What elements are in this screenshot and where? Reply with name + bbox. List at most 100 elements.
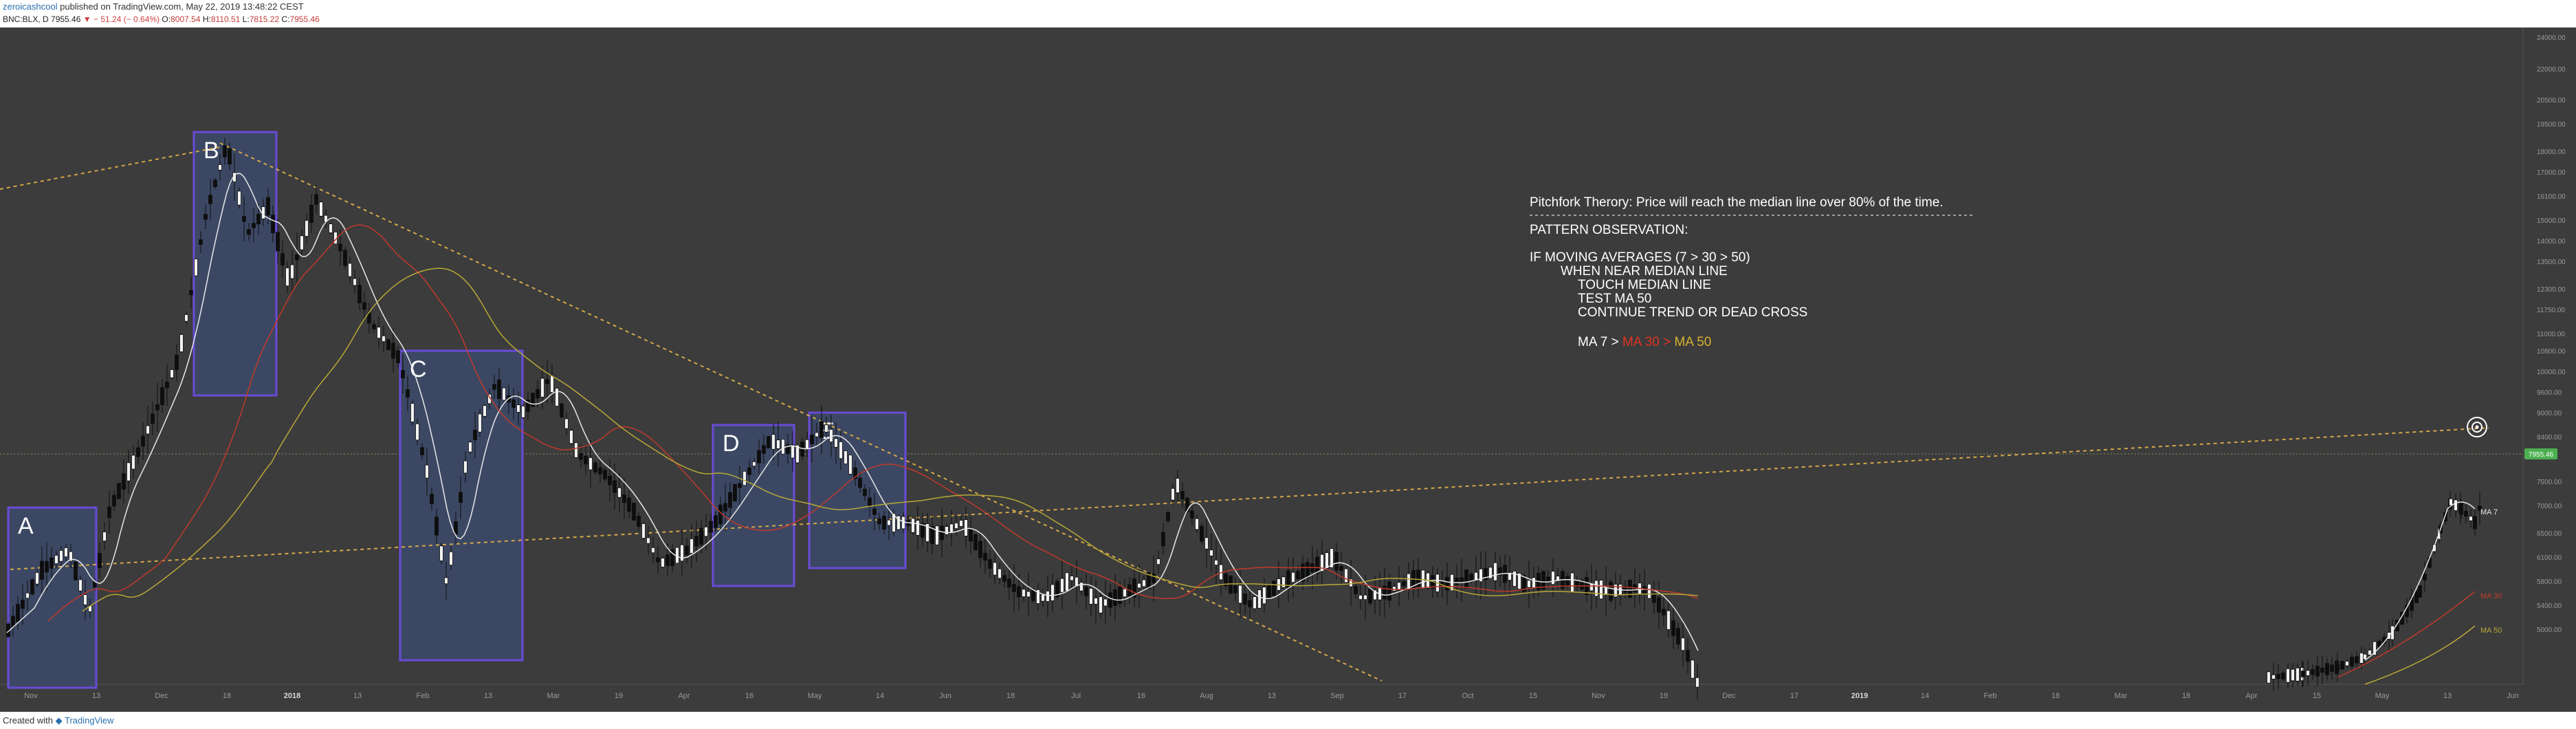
candle — [1296, 571, 1300, 579]
candle — [40, 561, 44, 580]
author-link[interactable]: zeroicashcool — [3, 1, 58, 12]
candle — [1195, 518, 1199, 530]
candle — [54, 555, 58, 564]
candle — [1180, 490, 1185, 500]
x-tick-label: May — [808, 692, 822, 700]
candle — [362, 302, 366, 310]
tradingview-link[interactable]: TradingView — [65, 715, 114, 726]
high-label: H: — [202, 14, 211, 24]
target-icon[interactable] — [2467, 417, 2487, 437]
candle — [892, 513, 896, 532]
y-tick-label: 10800.00 — [2537, 348, 2566, 356]
candle — [834, 438, 838, 448]
candle — [1570, 572, 1574, 592]
x-tick-label: 2018 — [284, 692, 300, 700]
candle — [2355, 656, 2359, 664]
candle — [165, 381, 169, 389]
candle — [131, 455, 135, 470]
pattern-label: B — [203, 138, 219, 164]
candle — [1589, 583, 1594, 591]
candle — [295, 254, 299, 261]
candle — [252, 223, 256, 228]
y-tick-label: 18000.00 — [2537, 149, 2566, 156]
candle — [1190, 510, 1194, 519]
pitchfork-median-line — [219, 142, 1383, 682]
candle — [670, 549, 674, 567]
candle — [1156, 558, 1160, 565]
pattern-box-b[interactable] — [192, 131, 278, 397]
candle — [1358, 594, 1363, 600]
y-tick-label: 13500.00 — [2537, 259, 2566, 266]
candle — [122, 473, 126, 490]
candle — [300, 235, 304, 250]
candle — [98, 553, 102, 568]
candle — [1628, 580, 1632, 598]
candle — [2464, 510, 2468, 517]
candle — [343, 250, 347, 266]
candle — [1147, 572, 1151, 589]
ma30-label: MA 30 — [2480, 592, 2502, 600]
candle — [598, 467, 602, 475]
y-tick-label: 9600.00 — [2537, 389, 2562, 397]
candle — [1469, 574, 1473, 582]
x-tick-label: 18 — [223, 692, 231, 700]
candle — [2281, 672, 2285, 679]
x-tick-label: Oct — [1462, 692, 1473, 700]
pattern-box-c[interactable] — [399, 349, 524, 662]
x-tick-label: 18 — [2051, 692, 2060, 700]
price-axis — [2523, 28, 2576, 712]
candle — [1267, 585, 1271, 599]
candle — [1349, 578, 1353, 587]
candle — [1229, 575, 1233, 594]
candle — [1089, 588, 1093, 605]
candle — [1609, 581, 1613, 601]
candle — [1402, 581, 1406, 587]
x-tick-label: 13 — [2443, 692, 2452, 700]
candle — [704, 526, 708, 537]
candle — [1132, 578, 1136, 598]
candle — [531, 393, 535, 407]
candle — [1142, 579, 1146, 587]
candle — [314, 194, 318, 205]
candle — [21, 600, 25, 609]
symbol-info: BNC:BLX, D 7955.46 ▼ − 51.24 (− 0.64%) O… — [3, 14, 320, 25]
candle — [1330, 548, 1334, 568]
candle — [1676, 628, 1680, 644]
candle — [848, 455, 852, 475]
candle — [237, 191, 241, 206]
change: − 51.24 (− 0.64%) — [93, 14, 160, 24]
ma7-label: MA 7 — [2480, 508, 2498, 516]
candle — [858, 477, 862, 488]
candle — [386, 339, 390, 350]
candle — [646, 537, 650, 544]
candle — [151, 413, 155, 424]
candle — [2373, 641, 2377, 655]
y-tick-label: 11000.00 — [2537, 331, 2565, 338]
y-tick-label: 6500.00 — [2537, 530, 2562, 538]
candle — [1022, 589, 1026, 598]
candle — [2459, 503, 2463, 515]
candle — [1320, 554, 1324, 572]
candle — [863, 488, 867, 497]
candle — [1262, 587, 1266, 605]
candle — [223, 145, 227, 157]
candle — [2330, 664, 2334, 672]
candle — [497, 379, 501, 400]
candle — [1354, 586, 1358, 594]
candle — [199, 239, 203, 245]
candle — [78, 579, 82, 591]
price-chart[interactable]: 24000.00 22000.00 20500.00 19500.00 18000.00… — [0, 28, 2576, 712]
candle — [1392, 586, 1396, 591]
x-tick-label: Feb — [1984, 692, 1997, 700]
x-tick-label: 17 — [1398, 692, 1407, 700]
candle — [2469, 516, 2473, 521]
candle — [747, 467, 751, 475]
candle — [478, 413, 482, 433]
candle — [2363, 653, 2367, 660]
candle — [1527, 580, 1531, 588]
candle — [1662, 609, 1666, 616]
candle — [2418, 585, 2422, 598]
candle — [1580, 580, 1584, 590]
candle — [1498, 567, 1502, 576]
candle — [1123, 588, 1127, 598]
